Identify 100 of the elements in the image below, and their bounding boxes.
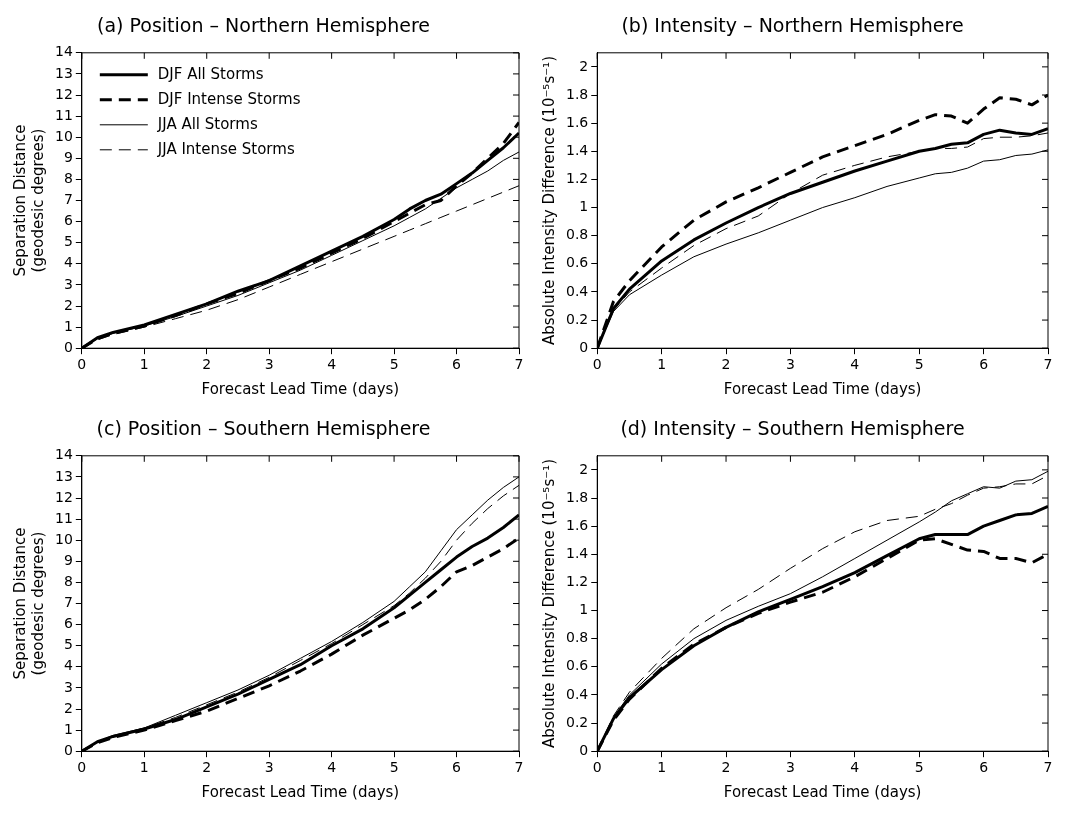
y-axis-title: Absolute Intensity Difference (10⁻⁵s⁻¹) — [539, 459, 558, 748]
x-tick-label: 1 — [139, 759, 149, 776]
x-tick-label: 4 — [327, 356, 337, 373]
x-tick-label: 5 — [389, 759, 399, 776]
y-tick-label: 9 — [63, 148, 73, 165]
x-tick-label: 3 — [785, 356, 795, 373]
y-axis-title: Separation Distance (geodesic degrees) — [10, 124, 47, 277]
y-tick-label: 1 — [579, 198, 589, 215]
x-tick-label: 4 — [327, 759, 337, 776]
y-tick-label: 13 — [54, 467, 73, 484]
x-tick-label: 4 — [850, 356, 860, 373]
x-axis-title: Forecast Lead Time (days) — [201, 782, 400, 801]
chart-title: (d) Intensity – Southern Hemisphere — [620, 417, 965, 440]
x-tick-label: 5 — [389, 356, 399, 373]
x-tick-label: 7 — [1043, 356, 1053, 373]
y-tick-label: 6 — [63, 212, 73, 229]
legend-label: JJA All Storms — [156, 114, 258, 133]
y-tick-label: 0 — [579, 741, 589, 758]
x-tick-label: 5 — [914, 356, 924, 373]
x-tick-label: 7 — [514, 759, 524, 776]
chart-title: (c) Position – Southern Hemisphere — [96, 417, 431, 440]
x-tick-label: 6 — [979, 759, 989, 776]
x-tick-label: 1 — [139, 356, 149, 373]
y-tick-label: 0.8 — [566, 226, 589, 243]
y-tick-label: 8 — [63, 573, 73, 590]
x-tick-label: 0 — [592, 759, 602, 776]
y-tick-label: 1.8 — [566, 488, 589, 505]
y-tick-label: 0 — [63, 741, 73, 758]
x-tick-label: 2 — [721, 759, 731, 776]
x-tick-label: 7 — [514, 356, 524, 373]
y-tick-label: 2 — [579, 57, 589, 74]
y-tick-label: 2 — [63, 296, 73, 313]
x-tick-label: 3 — [785, 759, 795, 776]
x-axis-title: Forecast Lead Time (days) — [723, 379, 922, 398]
y-tick-label: 3 — [63, 678, 73, 695]
x-tick-label: 2 — [202, 759, 212, 776]
y-tick-label: 0 — [63, 338, 73, 355]
x-tick-label: 6 — [979, 356, 989, 373]
y-tick-label: 1.4 — [566, 141, 589, 158]
y-tick-label: 1.6 — [566, 516, 589, 533]
x-tick-label: 6 — [452, 356, 462, 373]
y-tick-label: 0.4 — [566, 685, 589, 702]
x-tick-label: 4 — [850, 759, 860, 776]
y-tick-label: 1.8 — [566, 85, 589, 102]
y-tick-label: 11 — [54, 106, 73, 123]
y-tick-label: 5 — [63, 636, 73, 653]
y-axis-title: Separation Distance (geodesic degrees) — [10, 527, 47, 680]
y-tick-label: 0.2 — [566, 310, 589, 327]
y-tick-label: 0 — [579, 338, 589, 355]
y-tick-label: 13 — [54, 64, 73, 81]
y-tick-label: 7 — [63, 594, 73, 611]
y-tick-label: 0.4 — [566, 282, 589, 299]
y-tick-label: 1 — [579, 601, 589, 618]
y-tick-label: 14 — [54, 446, 73, 463]
x-tick-label: 0 — [77, 356, 87, 373]
y-tick-label: 5 — [63, 233, 73, 250]
x-tick-label: 3 — [264, 759, 274, 776]
x-tick-label: 2 — [721, 356, 731, 373]
chart-title: (b) Intensity – Northern Hemisphere — [621, 14, 964, 37]
y-tick-label: 1.2 — [566, 573, 589, 590]
x-tick-label: 0 — [77, 759, 87, 776]
y-tick-label: 0.6 — [566, 657, 589, 674]
y-tick-label: 1.4 — [566, 544, 589, 561]
x-tick-label: 5 — [914, 759, 924, 776]
x-tick-label: 3 — [264, 356, 274, 373]
y-tick-label: 11 — [54, 509, 73, 526]
y-tick-label: 2 — [63, 699, 73, 716]
x-tick-label: 1 — [657, 356, 667, 373]
y-tick-label: 0.2 — [566, 713, 589, 730]
y-tick-label: 1.2 — [566, 170, 589, 187]
y-tick-label: 2 — [579, 460, 589, 477]
y-tick-label: 4 — [63, 254, 73, 271]
y-tick-label: 12 — [54, 85, 73, 102]
y-tick-label: 4 — [63, 657, 73, 674]
x-axis-title: Forecast Lead Time (days) — [201, 379, 400, 398]
chart-title: (a) Position – Northern Hemisphere — [97, 14, 430, 37]
legend-label: JJA Intense Storms — [156, 139, 295, 158]
x-tick-label: 0 — [592, 356, 602, 373]
y-tick-label: 9 — [63, 551, 73, 568]
y-tick-label: 7 — [63, 191, 73, 208]
y-tick-label: 6 — [63, 615, 73, 632]
x-axis-title: Forecast Lead Time (days) — [723, 782, 922, 801]
y-axis-title: Absolute Intensity Difference (10⁻⁵s⁻¹) — [539, 56, 558, 345]
legend-label: DJF Intense Storms — [157, 89, 301, 108]
y-tick-label: 3 — [63, 275, 73, 292]
legend-label: DJF All Storms — [157, 64, 264, 83]
y-tick-label: 14 — [54, 43, 73, 60]
y-tick-label: 12 — [54, 488, 73, 505]
x-tick-label: 6 — [452, 759, 462, 776]
y-tick-label: 10 — [54, 530, 73, 547]
y-tick-label: 1.6 — [566, 113, 589, 130]
y-tick-label: 0.6 — [566, 254, 589, 271]
x-tick-label: 7 — [1043, 759, 1053, 776]
x-tick-label: 2 — [202, 356, 212, 373]
y-tick-label: 1 — [63, 317, 73, 334]
y-tick-label: 8 — [63, 170, 73, 187]
y-tick-label: 10 — [54, 127, 73, 144]
x-tick-label: 1 — [657, 759, 667, 776]
y-tick-label: 1 — [63, 720, 73, 737]
y-tick-label: 0.8 — [566, 629, 589, 646]
